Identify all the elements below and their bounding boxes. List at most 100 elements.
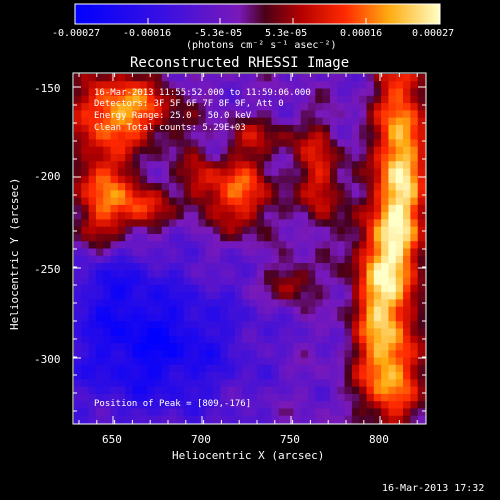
heatmap-pixel [74,241,82,250]
heatmap-pixel [88,357,97,366]
heatmap-pixel [403,190,411,199]
heatmap-pixel [147,175,156,184]
heatmap-pixel [322,88,331,97]
heatmap-pixel [169,190,177,199]
heatmap-pixel [286,270,294,279]
heatmap-pixel [110,263,119,271]
heatmap-pixel [271,372,280,380]
heatmap-pixel [212,233,221,242]
heatmap-pixel [249,233,258,242]
heatmap-pixel [344,270,353,279]
heatmap-pixel [395,255,404,264]
heatmap-pixel [81,321,90,330]
heatmap-pixel [337,401,346,410]
heatmap-pixel [242,299,251,308]
heatmap-pixel [176,393,185,402]
heatmap-pixel [132,161,141,170]
heatmap-pixel [403,110,411,119]
heatmap-pixel [264,284,273,293]
heatmap-pixel [322,292,331,300]
heatmap-pixel [169,103,177,111]
heatmap-pixel [300,95,309,104]
heatmap-pixel [147,408,156,417]
heatmap-pixel [103,175,112,184]
heatmap-pixel [373,321,382,330]
heatmap-pixel [88,313,97,322]
heatmap-pixel [373,190,382,199]
heatmap-pixel [103,386,112,395]
heatmap-pixel [234,212,243,221]
heatmap-pixel [198,350,207,359]
heatmap-pixel [388,241,397,250]
heatmap-pixel [81,408,90,417]
heatmap-pixel [242,270,251,279]
heatmap-pixel [278,408,287,417]
heatmap-pixel [373,226,382,235]
heatmap-pixel [74,124,82,133]
heatmap-pixel [242,226,251,235]
heatmap-pixel [293,277,302,286]
heatmap-pixel [300,183,309,191]
heatmap-pixel [234,241,243,250]
heatmap-pixel [373,183,382,191]
heatmap-pixel [191,270,199,279]
heatmap-pixel [388,212,397,221]
heatmap-pixel [88,124,97,133]
heatmap-pixel [256,81,265,90]
heatmap-pixel [395,386,404,395]
heatmap-pixel [308,110,316,119]
heatmap-pixel [249,139,258,148]
heatmap-pixel [103,190,112,199]
y-tick-label: -150 [34,82,61,95]
heatmap-pixel [278,161,287,170]
heatmap-pixel [286,277,294,286]
heatmap-pixel [139,408,148,417]
heatmap-pixel [256,255,265,264]
heatmap-pixel [293,408,302,417]
heatmap-pixel [132,299,141,308]
heatmap-pixel [227,146,236,155]
heatmap-pixel [388,190,397,199]
heatmap-pixel [410,168,419,177]
heatmap-pixel [344,219,353,228]
heatmap-pixel [242,95,251,104]
heatmap-pixel [271,270,280,279]
heatmap-pixel [110,197,119,206]
heatmap-pixel [95,364,104,373]
heatmap-pixel [322,74,331,82]
heatmap-pixel [300,168,309,177]
heatmap-pixel [117,139,126,148]
heatmap-pixel [417,255,426,264]
heatmap-pixel [88,328,97,337]
heatmap-pixel [154,190,163,199]
heatmap-pixel [242,335,251,344]
heatmap-pixel [329,110,338,119]
heatmap-pixel [176,372,185,380]
heatmap-pixel [169,255,177,264]
heatmap-pixel [256,124,265,133]
heatmap-pixel [271,117,280,126]
heatmap-pixel [110,386,119,395]
heatmap-pixel [403,292,411,300]
heatmap-pixel [176,132,185,141]
heatmap-pixel [81,364,90,373]
heatmap-pixel [403,241,411,250]
heatmap-pixel [191,95,199,104]
heatmap-pixel [132,313,141,322]
heatmap-pixel [74,161,82,170]
heatmap-pixel [300,226,309,235]
heatmap-pixel [286,379,294,388]
heatmap-pixel [132,190,141,199]
heatmap-pixel [395,212,404,221]
heatmap-pixel [403,248,411,257]
heatmap-pixel [147,350,156,359]
heatmap-pixel [403,161,411,170]
heatmap-pixel [322,183,331,191]
heatmap-pixel [293,124,302,133]
heatmap-pixel [242,241,251,250]
heatmap-pixel [256,415,265,424]
heatmap-pixel [351,292,360,300]
heatmap-pixel [329,313,338,322]
heatmap-pixel [81,110,90,119]
heatmap-pixel [88,175,97,184]
